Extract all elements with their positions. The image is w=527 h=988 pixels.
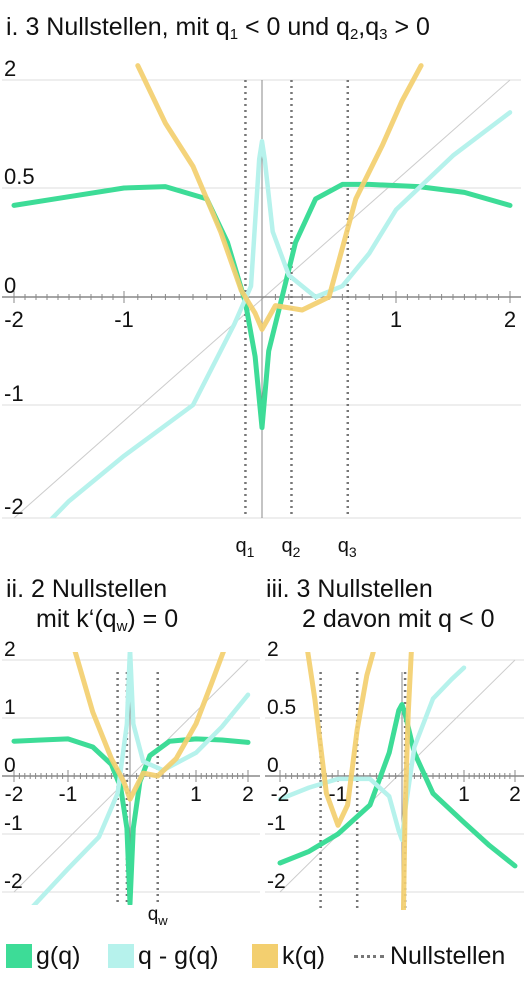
y-tick-label: -1 (4, 381, 24, 406)
y-tick-label: 0.5 (4, 164, 35, 189)
legend-label-k: k(q) (282, 942, 325, 971)
zero-label-3: qw (148, 904, 169, 928)
charts-canvas: q1 q2 q3 2 0.5 0 -1 -2 -2 -1 1 2 qw 2 1 0 -1 -2 -2 -1 1 2 2 0.5… (0, 0, 527, 938)
x-tick-label: -1 (329, 783, 348, 806)
panel-1: q1 q2 q3 2 0.5 0 -1 -2 -2 -1 1 2 (2, 56, 521, 560)
y-tick-label: 2 (4, 638, 16, 661)
legend: g(q) q - g(q) k(q) Nullstellen (0, 938, 527, 978)
legend-item-k: k(q) (252, 940, 325, 972)
series-qgq-2 (31, 112, 511, 540)
x-tick-label: 1 (458, 783, 470, 806)
legend-swatch-g (6, 944, 32, 968)
y-tick-label: -2 (267, 870, 286, 893)
y-tick-label: -2 (4, 494, 24, 519)
x-tick-label: 1 (190, 783, 202, 806)
y-tick-label: 0 (4, 754, 16, 777)
panel-2: qw 2 1 0 -1 -2 -2 -1 1 2 (2, 638, 260, 928)
y-tick-label: -2 (4, 870, 23, 893)
legend-label-zeros: Nullstellen (390, 942, 505, 971)
legend-label-qg: q - g(q) (138, 942, 219, 971)
legend-swatch-qg (108, 944, 134, 968)
zero-label-3: q3 (338, 535, 357, 560)
x-tick-label: -1 (114, 307, 134, 332)
x-tick-label: -1 (59, 783, 78, 806)
series-gq-1 (14, 739, 248, 904)
y-tick-label: 2 (267, 638, 279, 661)
series-kq-3 (138, 66, 421, 330)
y-tick-label: 0 (267, 754, 279, 777)
x-tick-label: -2 (5, 783, 24, 806)
y-tick-label: 2 (4, 56, 16, 81)
x-tick-label: 2 (504, 307, 516, 332)
y-tick-label: -1 (267, 812, 286, 835)
y-tick-label: 0.5 (267, 696, 296, 719)
y-tick-label: 0 (4, 273, 16, 298)
zero-label-2: q2 (281, 535, 300, 560)
x-tick-label: 2 (509, 783, 521, 806)
y-tick-label: -1 (4, 812, 23, 835)
zero-label-1: q1 (235, 535, 254, 560)
legend-label-g: g(q) (36, 942, 80, 971)
legend-item-zeros: Nullstellen (354, 940, 505, 972)
x-tick-label: -2 (271, 783, 290, 806)
legend-item-qg: q - g(q) (108, 940, 219, 972)
legend-dotline-icon (354, 955, 384, 958)
legend-swatch-k (252, 944, 278, 968)
x-tick-label: -2 (4, 307, 24, 332)
y-tick-label: 1 (4, 696, 16, 719)
x-tick-label: 1 (390, 307, 402, 332)
panel-3: 2 0.5 0 -1 -2 -2 -1 1 2 (265, 638, 524, 927)
x-tick-label: 2 (242, 783, 254, 806)
legend-item-g: g(q) (6, 940, 80, 972)
series-qgq-2 (280, 668, 464, 840)
